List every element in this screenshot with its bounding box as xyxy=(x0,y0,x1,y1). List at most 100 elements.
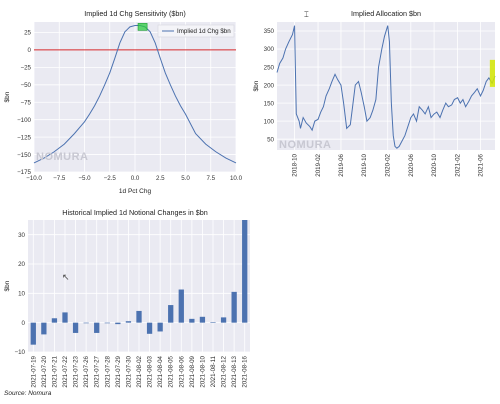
bar xyxy=(146,322,153,334)
bar xyxy=(125,321,132,323)
y-tick-label: −125 xyxy=(17,134,31,141)
y-tick-label: 300 xyxy=(264,46,275,53)
bar xyxy=(62,312,68,323)
x-tick-label: 2021-08-04 xyxy=(157,355,164,387)
sensitivity-chart: Implied 1d Chg Sensitivity ($bn) −10.0 −7… xyxy=(4,9,243,195)
x-tick-label: 2021-07-29 xyxy=(115,355,122,387)
x-tick-label: 2.5 xyxy=(156,175,165,182)
x-tick-label: 10.0 xyxy=(230,175,243,182)
bar xyxy=(30,322,36,345)
x-tick-label: 2021-07-20 xyxy=(41,355,48,387)
text-cursor-icon: ⌶ xyxy=(304,10,309,19)
x-tick-label: 2021-06 xyxy=(477,153,484,176)
y-tick-label: −50 xyxy=(21,82,32,89)
x-tick-label: 2021-07-19 xyxy=(30,355,37,387)
y-tick-label: 30 xyxy=(18,232,25,239)
x-tick-label: 2021-07-23 xyxy=(73,355,80,387)
y-tick-label: −10 xyxy=(15,349,26,356)
bar xyxy=(83,322,89,324)
x-tick-label: 2021-08-16 xyxy=(242,355,249,387)
x-tick-label: 2021-08-09 xyxy=(189,355,196,387)
y-tick-label: 25 xyxy=(24,30,31,37)
bar xyxy=(210,322,216,323)
x-tick-label: 2021-08-10 xyxy=(199,355,206,387)
notional-changes-chart: Historical Implied 1d Notional Changes i… xyxy=(4,208,250,388)
bar xyxy=(41,322,47,335)
mouse-pointer-icon: ↖ xyxy=(62,273,70,283)
bar xyxy=(136,310,142,323)
x-tick-label: 2021-08-06 xyxy=(178,355,185,387)
y-tick-label: 250 xyxy=(264,64,275,71)
x-tick-label: 2019-02 xyxy=(315,153,322,176)
allocation-series-line xyxy=(276,25,496,149)
bar xyxy=(189,318,195,323)
x-tick-label: 2021-07-28 xyxy=(104,355,111,387)
bar xyxy=(220,317,227,323)
x-tick-label: 2021-02 xyxy=(455,153,462,176)
y-tick-label: 0 xyxy=(22,320,26,327)
green-highlight-marker xyxy=(137,23,148,31)
allocation-chart-title: Implied Allocation $bn xyxy=(351,9,421,18)
y-tick-label: −100 xyxy=(17,117,31,124)
bar xyxy=(242,220,248,323)
x-tick-label: 2018-10 xyxy=(292,153,299,176)
sensitivity-watermark: NOMURA xyxy=(36,151,89,163)
x-tick-label: 2021-08-05 xyxy=(168,355,175,387)
x-tick-label: 2021-08-12 xyxy=(221,355,228,387)
sensitivity-chart-title: Implied 1d Chg Sensitivity ($bn) xyxy=(84,9,185,18)
y-tick-label: 150 xyxy=(264,100,275,107)
notional-changes-chart-title: Historical Implied 1d Notional Changes i… xyxy=(62,208,207,217)
yellow-highlight-marker xyxy=(489,59,495,87)
x-tick-label: 2021-08-03 xyxy=(147,355,154,387)
y-tick-label: 100 xyxy=(264,118,275,125)
x-tick-label: 2020-10 xyxy=(431,153,438,176)
bar xyxy=(178,289,184,323)
bar xyxy=(94,322,100,333)
notional-y-axis-label: $bn xyxy=(4,280,11,291)
x-tick-label: −5.0 xyxy=(78,175,91,182)
x-tick-label: 2019-06 xyxy=(338,153,345,176)
sensitivity-legend: Implied 1d Chg $bn xyxy=(157,24,235,38)
bar xyxy=(115,322,121,325)
bar xyxy=(199,316,206,323)
x-tick-label: −2.5 xyxy=(104,175,117,182)
x-tick-label: 2021-07-27 xyxy=(94,355,101,387)
bar xyxy=(72,322,79,333)
allocation-y-axis-label: $bn xyxy=(253,80,260,91)
y-tick-label: 10 xyxy=(18,291,25,298)
bar xyxy=(51,318,58,323)
x-tick-label: 2021-07-30 xyxy=(125,355,132,387)
y-tick-label: 200 xyxy=(264,82,275,89)
y-tick-label: 20 xyxy=(18,261,25,268)
source-note: Source: Nomura xyxy=(4,390,52,397)
allocation-plot-area xyxy=(277,22,495,150)
y-tick-label: 0 xyxy=(28,47,32,54)
x-tick-label: −7.5 xyxy=(53,175,66,182)
y-tick-label: 350 xyxy=(264,28,275,35)
legend-entry-label: Implied 1d Chg $bn xyxy=(177,28,231,35)
y-tick-label: −150 xyxy=(17,152,31,159)
bar xyxy=(157,322,163,332)
bar xyxy=(104,322,110,324)
y-tick-label: −75 xyxy=(21,99,32,106)
x-tick-label: 2021-07-26 xyxy=(83,355,90,387)
x-tick-label: 2019-10 xyxy=(361,153,368,176)
sensitivity-x-axis-label: 1d Pct Chg xyxy=(119,188,152,195)
x-tick-label: 2020-06 xyxy=(408,153,415,176)
x-tick-label: 2021-08-02 xyxy=(136,355,143,387)
allocation-chart: Implied Allocation $bn ⌶ 2018-10 2019-02 2… xyxy=(253,9,496,177)
x-tick-label: 2021-07-21 xyxy=(51,355,58,387)
bar xyxy=(168,305,174,323)
y-tick-label: −25 xyxy=(21,65,32,72)
x-tick-label: 2021-08-11 xyxy=(210,355,217,387)
y-tick-label: −175 xyxy=(17,169,31,176)
sensitivity-series-line xyxy=(33,24,237,164)
x-tick-label: −10.0 xyxy=(26,175,42,182)
x-tick-label: 2021-08-13 xyxy=(231,355,238,387)
sensitivity-y-axis-label: $bn xyxy=(4,91,11,102)
x-tick-label: 5.0 xyxy=(181,175,190,182)
x-tick-label: 7.5 xyxy=(206,175,215,182)
x-tick-label: 2021-07-22 xyxy=(62,355,69,387)
bar xyxy=(231,291,237,323)
x-tick-label: 2020-02 xyxy=(385,153,392,176)
